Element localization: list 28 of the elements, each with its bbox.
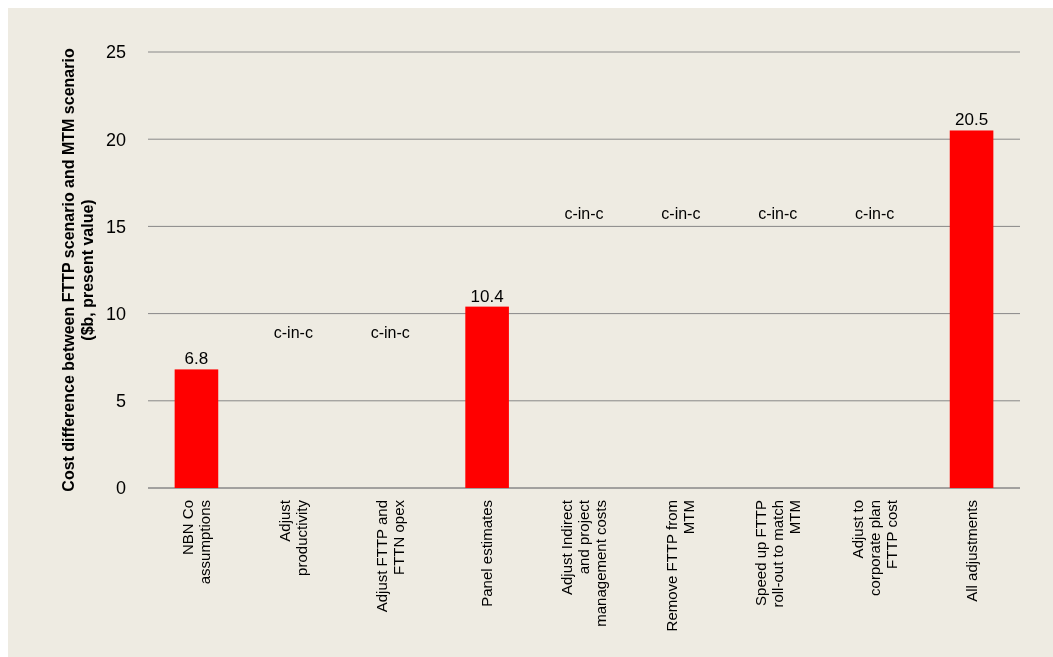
text: c-in-c [564,204,604,222]
data-label: 10.4 [470,286,504,306]
text: c-in-c [370,324,410,342]
x-tick-label: Adjust FTTP and FTTN opex [372,499,407,613]
y-tick-label: 10 [105,303,126,324]
y-tick-label: 15 [105,216,126,237]
text: c-in-c [661,204,701,222]
x-tick-label: Panel estimates [478,500,496,607]
x-tick-label: NBN Co assumptions [178,500,213,585]
y-tick-label: 25 [105,42,126,63]
bar [949,130,994,488]
x-tick-label: All adjustments [962,500,980,602]
bar [174,369,219,488]
bar [465,306,509,488]
x-tick-label: Remove FTTP from MTM [663,500,698,632]
y-tick-label: 0 [115,478,126,499]
x-tick-label: Adjust to corporate plan FTTP cost [848,499,900,596]
x-tick-label: Adjust productivity [275,499,310,576]
x-tick-label: Speed up FTTP roll-out to match MTM [751,500,803,608]
data-label: 20.5 [955,110,989,130]
y-axis-title: Cost difference between FTTP scenario and MTM scenario ($b, present value) [60,48,96,492]
text: c-in-c [855,204,895,222]
text: c-in-c [758,204,798,222]
text: c-in-c [273,324,313,342]
y-tick-label: 5 [115,391,126,412]
y-tick-label: 20 [105,129,126,150]
data-label: 6.8 [184,349,209,369]
x-tick-label: Adjust Indirect and project management costs [558,499,609,627]
